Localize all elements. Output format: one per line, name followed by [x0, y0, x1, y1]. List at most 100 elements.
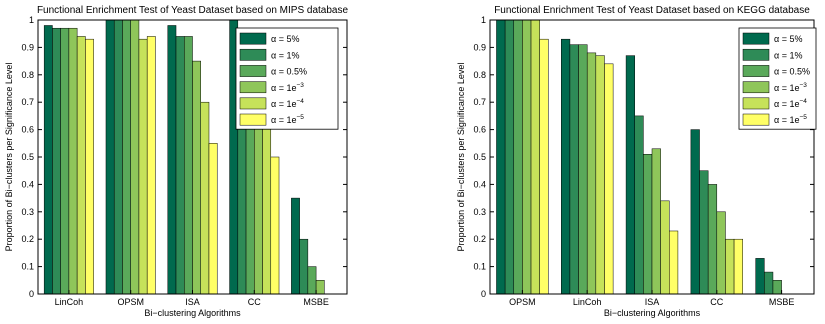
legend-swatch: [239, 97, 267, 110]
y-axis-label: Proportion of Bi−clusters per Significan…: [4, 63, 14, 252]
chart-panel-2: Functional Enrichment Test of Yeast Data…: [456, 5, 817, 318]
bar-cc-series-6: [733, 238, 743, 295]
legend-swatch: [742, 81, 770, 94]
bar-msbe-series-2: [764, 271, 774, 295]
bar-opsm-series-2: [113, 19, 123, 295]
y-tick-label: 0.6: [473, 125, 486, 135]
legend-swatch: [239, 81, 267, 94]
x-tick-label-opsm: OPSM: [509, 297, 536, 307]
y-tick-label: 0.4: [21, 179, 34, 189]
bar-lincoh-series-5: [76, 36, 86, 295]
bar-lincoh-series-5: [595, 55, 605, 295]
legend-label-3: α = 0.5%: [271, 67, 307, 77]
legend-swatch: [239, 32, 267, 45]
legend-box: [738, 27, 817, 130]
y-tick-label: 0.3: [473, 207, 486, 217]
x-axis: LinCoh OPSM ISA CC MSBE: [55, 290, 329, 307]
chart-panel-1: Functional Enrichment Test of Yeast Data…: [4, 5, 348, 318]
x-axis-label: Bi−clustering Algorithms: [604, 308, 701, 318]
bar-cc-series-2: [699, 170, 709, 295]
y-tick-label: 0.4: [473, 179, 486, 189]
bar-cc-series-6: [270, 156, 280, 295]
bar-isa-series-2: [175, 36, 185, 295]
bar-opsm-series-6: [146, 36, 156, 295]
legend-swatch: [742, 32, 770, 45]
chart-title: Functional Enrichment Test of Yeast Data…: [494, 5, 810, 16]
bar-opsm-series-5: [530, 19, 540, 295]
y-tick-label: 1: [481, 15, 486, 25]
y-tick-label: 0: [481, 289, 486, 299]
legend-label-base: α = 1%: [774, 50, 802, 60]
bar-msbe-series-2: [299, 238, 309, 295]
legend-label-4: α = 1e−3: [774, 82, 807, 93]
legend-label-4: α = 1e−3: [271, 82, 304, 93]
legend-label-5: α = 1e−4: [271, 98, 304, 109]
x-tick-label-lincoh: LinCoh: [55, 297, 84, 307]
bar-cc-series-5: [725, 238, 735, 295]
bar-isa-series-6: [208, 143, 218, 295]
bar-opsm-series-6: [539, 38, 549, 295]
y-tick-label: 0.7: [473, 97, 486, 107]
bar-lincoh-series-2: [52, 27, 61, 295]
bar-msbe-series-3: [307, 266, 317, 295]
legend-label-exponent: −3: [296, 82, 304, 89]
y-tick-label: 0.1: [473, 262, 486, 272]
legend-label-base: α = 0.5%: [271, 67, 307, 77]
legend-label-exponent: −5: [296, 114, 304, 121]
legend-label-exponent: −5: [799, 114, 807, 121]
bar-lincoh-series-1: [561, 38, 571, 295]
y-tick-label: 0: [29, 289, 34, 299]
y-tick-label: 0.5: [473, 152, 486, 162]
legend-label-6: α = 1e−5: [774, 114, 807, 125]
y-axis-label: Proportion of Bi−clusters per Significan…: [456, 63, 466, 252]
legend-label-base: α = 1e: [271, 99, 296, 109]
legend-swatch: [239, 113, 267, 126]
legend-label-base: α = 5%: [271, 34, 299, 44]
y-tick-label: 0.2: [473, 234, 486, 244]
legend: α = 5%α = 1%α = 0.5%α = 1e−3α = 1e−4α = …: [738, 27, 817, 130]
bar-opsm-series-3: [122, 19, 131, 295]
bar-lincoh-series-2: [569, 44, 579, 295]
legend-label-base: α = 1e: [271, 115, 296, 125]
legend-label-6: α = 1e−5: [271, 114, 304, 125]
y-tick-label: 0.2: [21, 234, 34, 244]
legend-swatch: [239, 65, 267, 77]
legend-label-exponent: −4: [799, 98, 807, 105]
bar-isa-series-2: [634, 115, 644, 295]
bar-isa-series-3: [184, 36, 193, 295]
bar-opsm-series-5: [138, 38, 148, 295]
y-tick-label: 0.9: [21, 42, 34, 52]
legend-label-exponent: −3: [799, 82, 807, 89]
bar-msbe-series-1: [291, 197, 300, 295]
bar-opsm-series-1: [105, 19, 115, 295]
x-tick-label-msbe: MSBE: [769, 297, 795, 307]
y-tick-label: 0.5: [21, 152, 34, 162]
y-tick-label: 0.1: [21, 262, 34, 272]
bar-lincoh-series-4: [68, 27, 78, 295]
legend-label-1: α = 5%: [774, 34, 802, 44]
legend-swatch: [742, 113, 770, 126]
bar-isa-series-6: [669, 230, 679, 295]
bar-lincoh-series-3: [578, 44, 588, 295]
bar-lincoh-series-6: [85, 38, 94, 295]
bar-lincoh-series-6: [604, 63, 614, 295]
legend-swatch: [742, 65, 770, 77]
legend-label-2: α = 1%: [271, 50, 299, 60]
bar-isa-series-3: [643, 154, 653, 295]
y-tick-label: 0.7: [21, 97, 34, 107]
bar-opsm-series-4: [130, 19, 140, 295]
bar-isa-series-5: [200, 101, 210, 295]
legend-label-base: α = 5%: [774, 34, 802, 44]
legend: α = 5%α = 1%α = 0.5%α = 1e−3α = 1e−4α = …: [235, 27, 339, 130]
legend-label-base: α = 1e: [271, 83, 296, 93]
y-axis: 0 0.1 0.2 0.3 0.4 0.5 0.6 0.7 0.8 0.9 1: [473, 15, 814, 299]
y-axis: 0 0.1 0.2 0.3 0.4 0.5 0.6 0.7 0.8 0.9 1: [21, 15, 347, 299]
x-axis: OPSM LinCoh ISA CC MSBE: [509, 290, 794, 307]
bar-isa-series-1: [625, 55, 635, 295]
y-tick-label: 0.8: [473, 70, 486, 80]
y-tick-label: 0.9: [473, 42, 486, 52]
legend-label-3: α = 0.5%: [774, 67, 810, 77]
x-tick-label-msbe: MSBE: [303, 297, 329, 307]
bar-opsm-series-2: [504, 19, 515, 295]
